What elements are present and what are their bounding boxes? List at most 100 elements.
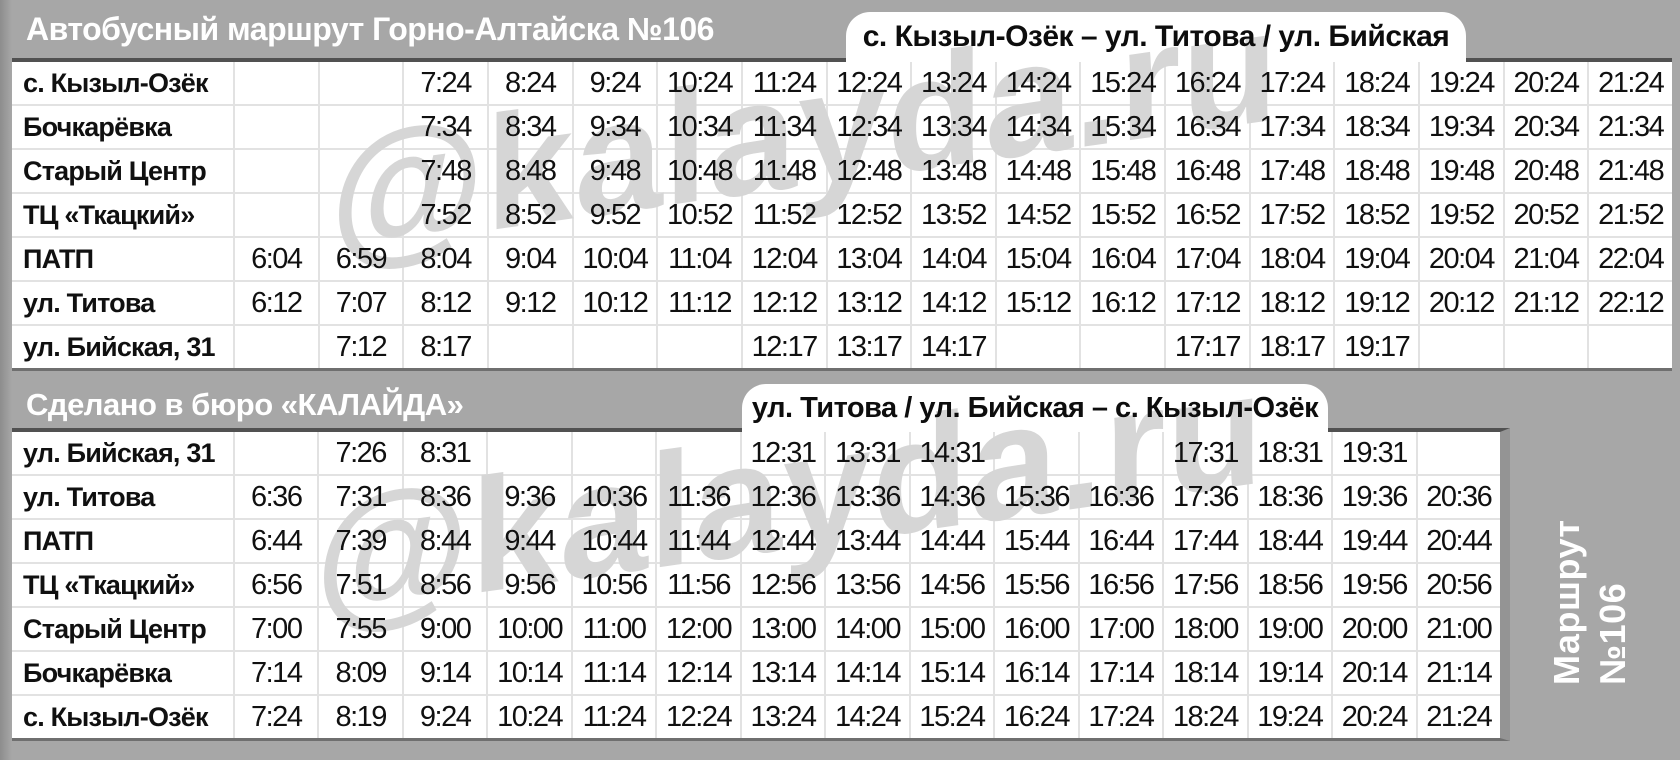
- time-cell: 18:44: [1248, 520, 1332, 562]
- time-cell: 22:04: [1589, 238, 1672, 280]
- time-cell: 11:04: [658, 238, 741, 280]
- time-cell: 13:36: [826, 476, 909, 518]
- time-cell: 19:36: [1333, 476, 1416, 518]
- time-cell: 14:56: [910, 564, 994, 606]
- time-cell: 11:24: [572, 696, 656, 738]
- time-cell: 8:09: [319, 652, 402, 694]
- time-cell: 11:48: [742, 150, 826, 192]
- time-cell: 21:34: [1589, 106, 1672, 148]
- time-cell: 16:04: [1081, 238, 1165, 280]
- time-cell: 10:34: [658, 106, 741, 148]
- time-cell: 9:00: [403, 608, 487, 650]
- time-cell: 19:04: [1335, 238, 1419, 280]
- time-cell: 14:48: [996, 150, 1080, 192]
- time-cell: 8:34: [488, 106, 572, 148]
- route-side-label-line2: №106: [1592, 582, 1633, 685]
- time-cell: 19:31: [1333, 432, 1416, 474]
- time-cell: 7:00: [235, 608, 318, 650]
- time-cell: 20:34: [1504, 106, 1588, 148]
- empty-time-cell: [1079, 432, 1163, 474]
- empty-time-cell: [235, 150, 318, 192]
- time-cell: 17:34: [1250, 106, 1334, 148]
- page-title: Автобусный маршрут Горно-Алтайска №106: [26, 11, 714, 47]
- time-cell: 13:17: [827, 326, 911, 368]
- time-cell: 7:39: [319, 520, 402, 562]
- time-cell: 7:52: [404, 194, 487, 236]
- time-cell: 11:56: [657, 564, 740, 606]
- time-cell: 6:44: [235, 520, 318, 562]
- time-cell: 19:00: [1248, 608, 1332, 650]
- station-cell: ул. Титова: [12, 282, 233, 324]
- time-cell: 19:56: [1333, 564, 1416, 606]
- time-cell: 17:04: [1166, 238, 1249, 280]
- time-cell: 21:48: [1589, 150, 1672, 192]
- time-cell: 13:31: [826, 432, 909, 474]
- time-cell: 10:44: [572, 520, 656, 562]
- time-cell: 14:17: [912, 326, 995, 368]
- time-cell: 13:12: [827, 282, 911, 324]
- time-cell: 7:07: [319, 282, 403, 324]
- time-cell: 10:12: [573, 282, 657, 324]
- empty-time-cell: [235, 326, 318, 368]
- time-cell: 8:36: [403, 476, 487, 518]
- empty-time-cell: [572, 432, 656, 474]
- time-cell: 13:04: [827, 238, 911, 280]
- empty-time-cell: [996, 326, 1080, 368]
- empty-time-cell: [235, 432, 318, 474]
- time-cell: 15:24: [1081, 62, 1165, 104]
- time-cell: 12:12: [742, 282, 826, 324]
- time-cell: 12:44: [741, 520, 825, 562]
- time-cell: 13:24: [741, 696, 825, 738]
- time-cell: 14:31: [910, 432, 994, 474]
- time-cell: 18:56: [1248, 564, 1332, 606]
- time-cell: 7:24: [235, 696, 318, 738]
- station-cell: Бочкарёвка: [12, 652, 233, 694]
- time-cell: 14:52: [996, 194, 1080, 236]
- empty-time-cell: [573, 326, 657, 368]
- time-cell: 14:36: [910, 476, 994, 518]
- time-cell: 18:36: [1248, 476, 1332, 518]
- time-cell: 12:34: [827, 106, 911, 148]
- time-cell: 8:17: [404, 326, 487, 368]
- time-cell: 21:04: [1504, 238, 1588, 280]
- time-cell: 11:24: [742, 62, 826, 104]
- time-cell: 15:12: [996, 282, 1080, 324]
- time-cell: 18:24: [1164, 696, 1247, 738]
- time-cell: 12:24: [657, 696, 740, 738]
- time-cell: 20:56: [1417, 564, 1500, 606]
- time-cell: 16:52: [1166, 194, 1249, 236]
- time-cell: 9:56: [488, 564, 571, 606]
- time-cell: 11:52: [742, 194, 826, 236]
- time-cell: 10:24: [658, 62, 741, 104]
- time-cell: 12:24: [827, 62, 911, 104]
- time-cell: 8:56: [403, 564, 487, 606]
- station-cell: ПАТП: [12, 520, 233, 562]
- time-cell: 13:14: [741, 652, 825, 694]
- time-cell: 8:48: [488, 150, 572, 192]
- time-cell: 6:12: [235, 282, 318, 324]
- time-cell: 20:00: [1333, 608, 1416, 650]
- time-cell: 9:12: [488, 282, 572, 324]
- time-cell: 11:44: [657, 520, 740, 562]
- time-cell: 16:34: [1166, 106, 1249, 148]
- time-cell: 21:24: [1417, 696, 1500, 738]
- empty-time-cell: [235, 106, 318, 148]
- time-cell: 16:56: [1079, 564, 1163, 606]
- time-cell: 8:12: [404, 282, 487, 324]
- time-cell: 21:14: [1417, 652, 1500, 694]
- empty-time-cell: [319, 150, 403, 192]
- timetable-return: ул. Бийская, 31 7:26 8:31 12:31 13:31 14:31 17…: [12, 428, 1510, 741]
- time-cell: 15:34: [1081, 106, 1165, 148]
- timetable-outbound: с. Кызыл-Озёк 7:24 8:24 9:24 10:24 11:24 12:24…: [12, 58, 1672, 371]
- time-cell: 18:52: [1335, 194, 1419, 236]
- time-cell: 13:00: [741, 608, 825, 650]
- empty-time-cell: [235, 62, 318, 104]
- time-cell: 13:34: [912, 106, 995, 148]
- time-cell: 7:14: [235, 652, 318, 694]
- station-cell: Бочкарёвка: [12, 106, 233, 148]
- time-cell: 7:31: [319, 476, 402, 518]
- time-cell: 20:04: [1420, 238, 1503, 280]
- time-cell: 10:48: [658, 150, 741, 192]
- time-cell: 21:12: [1504, 282, 1588, 324]
- time-cell: 15:48: [1081, 150, 1165, 192]
